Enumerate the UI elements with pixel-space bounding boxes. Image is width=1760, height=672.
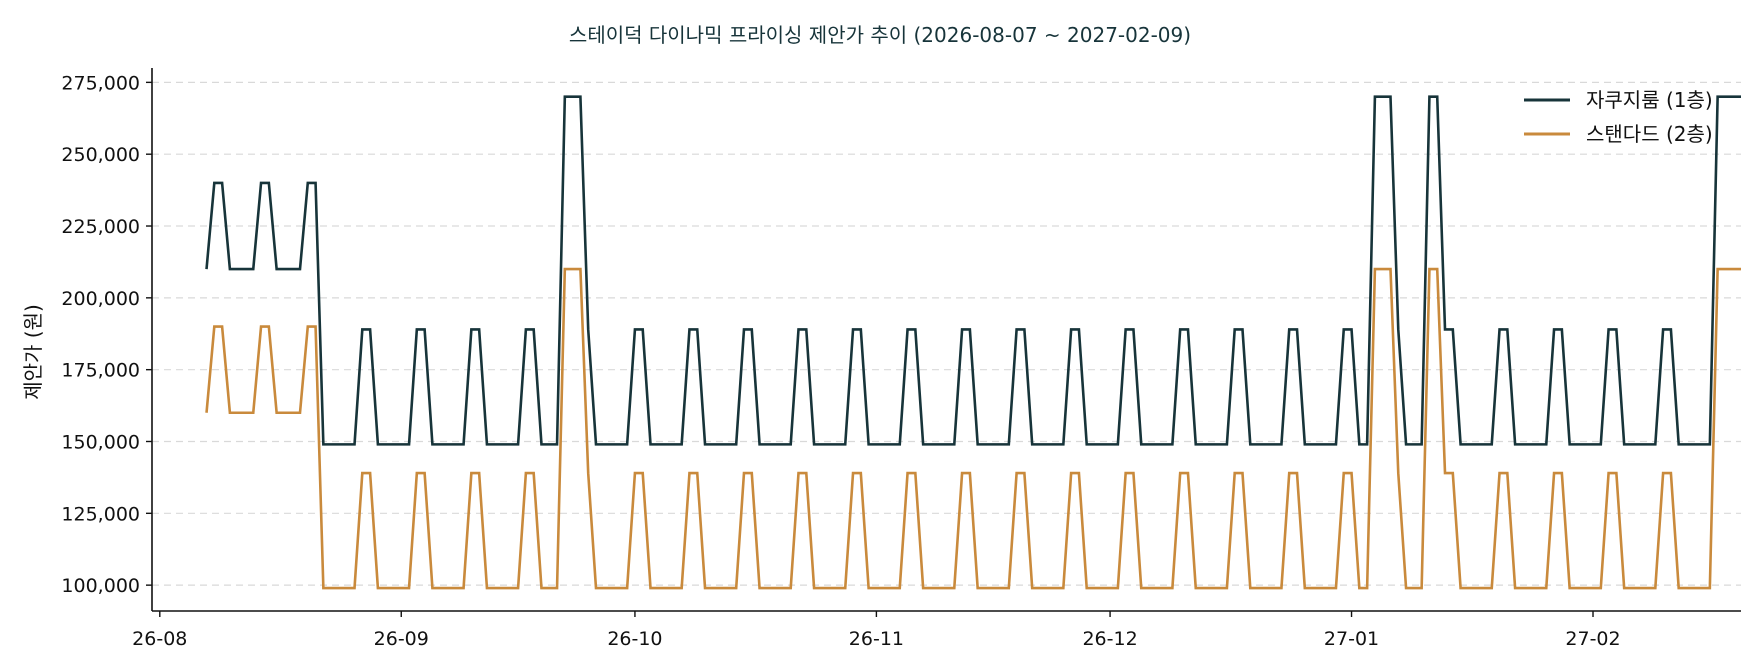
chart-title: 스테이덕 다이나믹 프라이싱 제안가 추이 (2026-08-07 ~ 2027… [569, 23, 1191, 47]
x-tick-label: 27-02 [1565, 628, 1620, 650]
grid-lines [152, 81, 1741, 586]
y-tick-label: 250,000 [61, 144, 140, 166]
x-tick-label: 27-01 [1324, 628, 1379, 650]
x-tick-label: 26-08 [132, 628, 187, 650]
y-tick-label: 200,000 [61, 288, 140, 310]
y-tick-label: 225,000 [61, 216, 140, 238]
legend: 자쿠지룸 (1층) 스탠다드 (2층) [1524, 88, 1713, 146]
series-line-1 [205, 95, 1741, 446]
x-tick-label: 26-10 [607, 628, 662, 650]
series-line-2 [205, 267, 1741, 590]
legend-label-1: 자쿠지룸 (1층) [1586, 88, 1713, 112]
y-tick-label: 275,000 [61, 72, 140, 94]
x-tick-label: 26-09 [374, 628, 429, 650]
y-axis-label: 제안가 (원) [21, 304, 45, 400]
y-tick-label: 100,000 [61, 575, 140, 597]
legend-label-2: 스탠다드 (2층) [1586, 122, 1713, 146]
y-tick-label: 125,000 [61, 503, 140, 525]
y-tick-label: 175,000 [61, 360, 140, 382]
x-tick-label: 26-11 [849, 628, 904, 650]
series-lines [205, 95, 1741, 590]
x-axis-ticks: 26-08 26-09 26-10 26-11 26-12 27-01 27-02 [132, 611, 1621, 650]
y-axis-ticks: 100,000 125,000 150,000 175,000 200,000 225,0… [61, 72, 152, 597]
x-tick-label: 26-12 [1082, 628, 1137, 650]
y-tick-label: 150,000 [61, 431, 140, 453]
